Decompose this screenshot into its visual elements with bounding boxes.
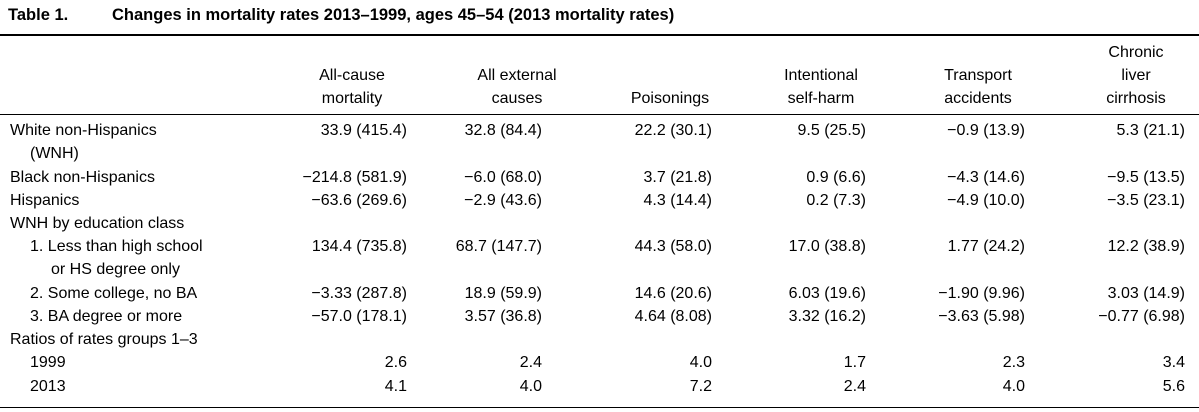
table-cell: 4.0	[519, 378, 542, 395]
table-cell: 5.6	[1162, 378, 1185, 395]
table-cell: 4.0	[689, 354, 712, 371]
row-label: 1. Less than high school	[30, 238, 203, 255]
header-rule	[0, 114, 1199, 115]
table-cell: 2.4	[843, 378, 866, 395]
section-label-education: WNH by education class	[10, 215, 185, 232]
row-label: 1999	[30, 354, 66, 371]
table-cell: −6.0 (68.0)	[464, 169, 542, 186]
top-rule	[0, 34, 1199, 36]
header-all-cause: All-cause mortality	[319, 67, 385, 107]
table-cell: 2.6	[384, 354, 407, 371]
table-cell: −214.8 (581.9)	[302, 169, 407, 186]
table-cell: 6.03 (19.6)	[788, 285, 866, 302]
table-cell: 4.64 (8.08)	[634, 308, 712, 325]
header-transport: Transport accidents	[944, 67, 1012, 107]
table-cell: −3.33 (287.8)	[311, 285, 407, 302]
row-label: White non-Hispanics	[10, 122, 157, 139]
table-cell: 4.1	[384, 378, 407, 395]
header-self-harm: Intentional self-harm	[784, 67, 858, 107]
table-cell: −4.3 (14.6)	[947, 169, 1025, 186]
table-cell: 3.57 (36.8)	[464, 308, 542, 325]
table-cell: 4.3 (14.4)	[643, 192, 712, 209]
table-cell: −4.9 (10.0)	[947, 192, 1025, 209]
table-cell: 3.7 (21.8)	[643, 169, 712, 186]
header-all-external: All external causes	[477, 67, 557, 107]
table-cell: 0.9 (6.6)	[806, 169, 866, 186]
table-cell: 9.5 (25.5)	[797, 122, 866, 139]
table-cell: −2.9 (43.6)	[464, 192, 542, 209]
table-cell: 44.3 (58.0)	[634, 238, 712, 255]
table-cell: 12.2 (38.9)	[1107, 238, 1185, 255]
table-cell: −9.5 (13.5)	[1107, 169, 1185, 186]
header-poisonings: Poisonings	[630, 90, 710, 107]
row-label: Black non-Hispanics	[10, 169, 155, 186]
row-label: Hispanics	[10, 192, 80, 209]
table-cell: −3.5 (23.1)	[1107, 192, 1185, 209]
table-cell: −63.6 (269.6)	[311, 192, 407, 209]
row-label: 3. BA degree or more	[30, 308, 183, 325]
table-cell: 68.7 (147.7)	[455, 238, 542, 255]
row-label-cont: (WNH)	[30, 145, 79, 162]
table-number: Table 1.	[8, 6, 69, 24]
table-cell: 3.4	[1162, 354, 1185, 371]
table-cell: 134.4 (735.8)	[311, 238, 407, 255]
table-cell: 3.32 (16.2)	[788, 308, 866, 325]
table-cell: 22.2 (30.1)	[634, 122, 712, 139]
row-label: 2. Some college, no BA	[30, 285, 198, 302]
row-label: 2013	[30, 378, 66, 395]
table-cell: 2.3	[1002, 354, 1025, 371]
table-cell: 7.2	[689, 378, 712, 395]
table-cell: −0.77 (6.98)	[1098, 308, 1185, 325]
table-cell: 5.3 (21.1)	[1116, 122, 1185, 139]
table-title: Table 1. Changes in mortality rates 2013–…	[8, 6, 674, 25]
table-cell: 17.0 (38.8)	[788, 238, 866, 255]
table-caption: Changes in mortality rates 2013–1999, ag…	[112, 6, 675, 24]
table-cell: 3.03 (14.9)	[1107, 285, 1185, 302]
table-cell: 2.4	[519, 354, 542, 371]
table-cell: 0.2 (7.3)	[806, 192, 866, 209]
table-cell: −3.63 (5.98)	[938, 308, 1025, 325]
table-cell: 32.8 (84.4)	[464, 122, 542, 139]
table-cell: −57.0 (178.1)	[311, 308, 407, 325]
bottom-rule	[0, 407, 1199, 408]
table-cell: 1.77 (24.2)	[947, 238, 1025, 255]
row-label-cont: or HS degree only	[51, 261, 180, 278]
section-label-ratios: Ratios of rates groups 1–3	[10, 331, 198, 348]
table-cell: 18.9 (59.9)	[464, 285, 542, 302]
table-cell: 4.0	[1002, 378, 1025, 395]
table-cell: −0.9 (13.9)	[947, 122, 1025, 139]
table-cell: −1.90 (9.96)	[938, 285, 1025, 302]
table-cell: 14.6 (20.6)	[634, 285, 712, 302]
table-cell: 1.7	[843, 354, 866, 371]
table-cell: 33.9 (415.4)	[320, 122, 407, 139]
header-liver-cirrhosis: Chronic liver cirrhosis	[1106, 44, 1166, 107]
